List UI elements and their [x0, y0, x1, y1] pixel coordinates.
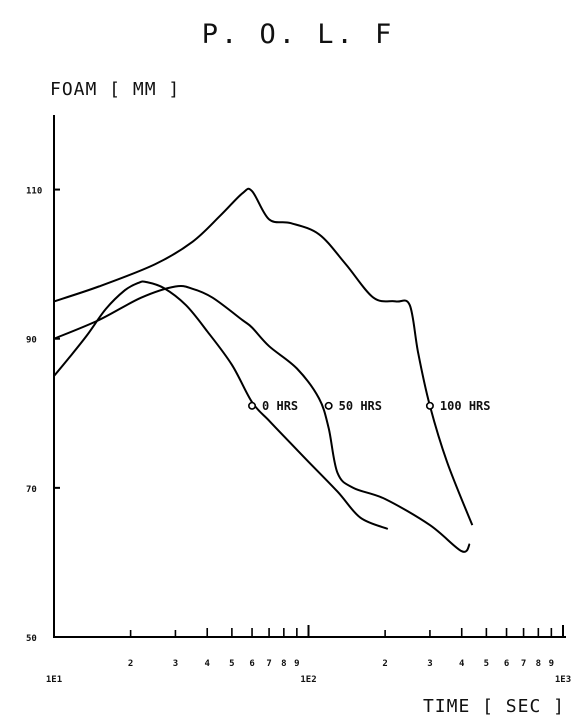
x-tick-label: 7 — [521, 659, 526, 669]
y-tick-label: 70 — [26, 485, 37, 495]
x-tick-label: 5 — [484, 659, 489, 669]
series-label-0: 0 HRS — [262, 399, 298, 413]
y-tick-label: 90 — [26, 336, 37, 346]
series-line-1 — [53, 284, 471, 553]
series-labels: 0 HRS 50 HRS 100 HRS — [262, 399, 490, 413]
x-tick-label: 5 — [229, 659, 234, 669]
x-major-tick-label: 1E1 — [46, 675, 62, 685]
series-group — [53, 187, 474, 553]
x-tick-label: 9 — [549, 659, 554, 669]
x-tick-label: 3 — [173, 659, 178, 669]
y-tick-label: 50 — [26, 634, 37, 644]
x-tick-label: 4 — [459, 659, 465, 669]
x-tick-label: 4 — [205, 659, 211, 669]
y-tick-label: 110 — [26, 187, 42, 197]
x-axis-label: TIME [ SEC ] — [423, 696, 565, 717]
series-line-2 — [53, 187, 474, 526]
x-tick-label: 8 — [536, 659, 541, 669]
series-marker-0 — [248, 401, 257, 410]
x-tick-label: 2 — [382, 659, 387, 669]
series-marker-2 — [425, 401, 434, 410]
x-tick-label: 9 — [294, 659, 299, 669]
x-tick-label: 2 — [128, 659, 133, 669]
x-major-tick-label: 1E3 — [555, 675, 571, 685]
y-axis-label: FOAM [ MM ] — [50, 79, 180, 100]
x-tick-label: 7 — [266, 659, 271, 669]
x-tick-label: 6 — [249, 659, 254, 669]
series-label-1: 50 HRS — [339, 399, 382, 413]
x-tick-label: 8 — [281, 659, 286, 669]
x-major-tick-label: 1E2 — [300, 675, 316, 685]
chart-title: P. O. L. F — [202, 19, 395, 50]
x-tick-label: 6 — [504, 659, 509, 669]
series-marker-1 — [324, 401, 333, 410]
series-label-2: 100 HRS — [440, 399, 491, 413]
x-tick-label: 3 — [427, 659, 432, 669]
series-line-0 — [53, 280, 389, 530]
